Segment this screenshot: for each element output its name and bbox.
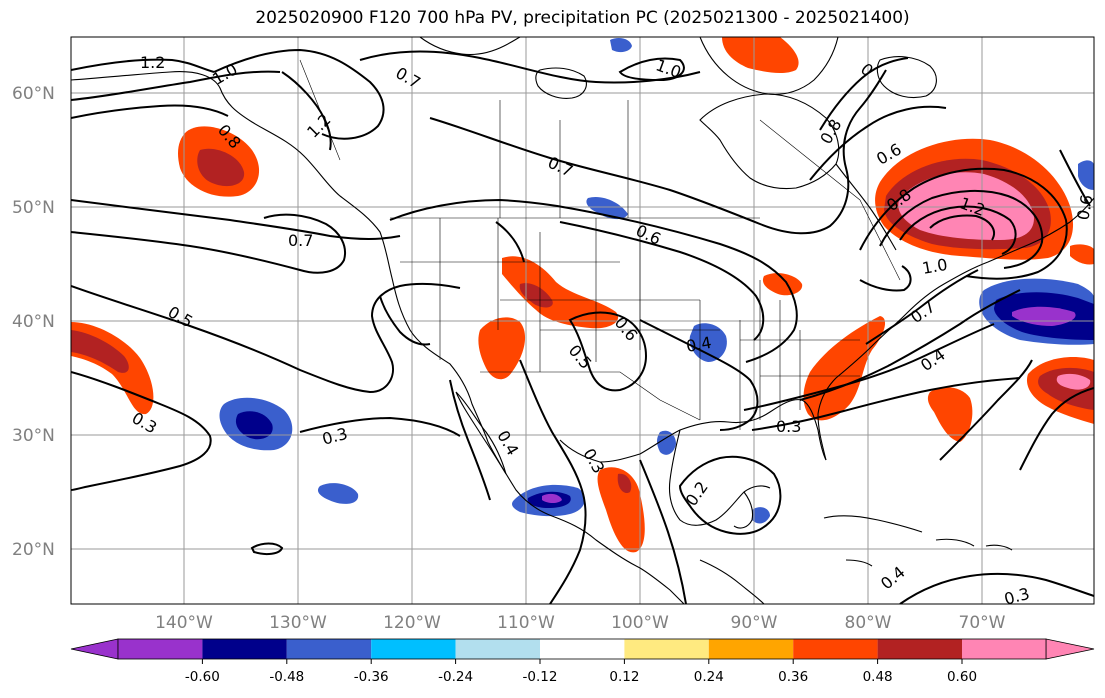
colorbar-tick-label: 0.12	[609, 669, 639, 685]
colorbar-segment	[371, 639, 456, 659]
lat-label: 50°N	[12, 198, 55, 218]
colorbar-segment	[118, 639, 203, 659]
colorbar-tick-label: -0.24	[438, 669, 473, 685]
graticule	[71, 37, 1094, 604]
colorbar-segment	[708, 639, 794, 659]
lon-label: 110°W	[497, 613, 555, 633]
pv-contours	[71, 48, 1094, 604]
colorbar-tick-label: 0.36	[778, 669, 808, 685]
colorbar-tick-label: -0.60	[185, 669, 220, 685]
colorbar-ticks	[201, 659, 963, 664]
contour-label: 0.4	[685, 333, 713, 356]
lat-label: 60°N	[12, 84, 55, 104]
latitude-labels: 60°N 50°N 40°N 30°N 20°N	[12, 84, 55, 560]
map-frame	[70, 36, 1095, 605]
colorbar-tick-label: 0.60	[947, 669, 977, 685]
colorbar-segment	[286, 639, 372, 659]
colorbar-segment	[455, 639, 540, 659]
political-borders	[299, 59, 901, 430]
lon-label: 80°W	[845, 613, 892, 633]
lon-label: 90°W	[731, 613, 778, 633]
colorbar-extend-low	[70, 638, 119, 660]
map-title: 2025020900 F120 700 hPa PV, precipitatio…	[255, 8, 910, 28]
contour-label: 0.3	[1002, 584, 1032, 609]
lat-label: 40°N	[12, 312, 55, 332]
lon-label: 140°W	[155, 613, 213, 633]
colorbar-tick-label: 0.48	[863, 669, 893, 685]
contour-label: 1.0	[921, 255, 949, 278]
colorbar-tick-label: -0.48	[269, 669, 304, 685]
colorbar-segment	[793, 639, 878, 659]
lon-label: 70°W	[959, 613, 1006, 633]
contour-label: 0.6	[1073, 193, 1096, 221]
colorbar-segment	[877, 639, 962, 659]
lon-label: 120°W	[383, 613, 441, 633]
contour-label: 1.2	[140, 53, 165, 72]
colorbar: -0.60 -0.48 -0.36 -0.24 -0.12 0.12 0.24 …	[70, 638, 1095, 685]
lat-label: 20°N	[12, 540, 55, 560]
colorbar-tick-label: -0.36	[354, 669, 389, 685]
lon-label: 130°W	[269, 613, 327, 633]
colorbar-segment	[540, 639, 625, 659]
colorbar-segment	[624, 639, 709, 659]
colorbar-segment	[962, 639, 1046, 659]
contour-label: 0.3	[776, 417, 801, 436]
coastlines	[71, 37, 1094, 604]
colorbar-extend-high	[1045, 638, 1095, 660]
lon-label: 100°W	[611, 613, 669, 633]
contour-label: 0.7	[288, 231, 313, 250]
lat-label: 30°N	[12, 426, 55, 446]
colorbar-tick-labels: -0.60 -0.48 -0.36 -0.24 -0.12 0.12 0.24 …	[185, 669, 977, 685]
colorbar-tick-label: 0.24	[694, 669, 724, 685]
colorbar-segment	[202, 639, 287, 659]
colorbar-tick-label: -0.12	[523, 669, 558, 685]
longitude-labels: 140°W 130°W 120°W 110°W 100°W 90°W 80°W …	[155, 613, 1006, 633]
